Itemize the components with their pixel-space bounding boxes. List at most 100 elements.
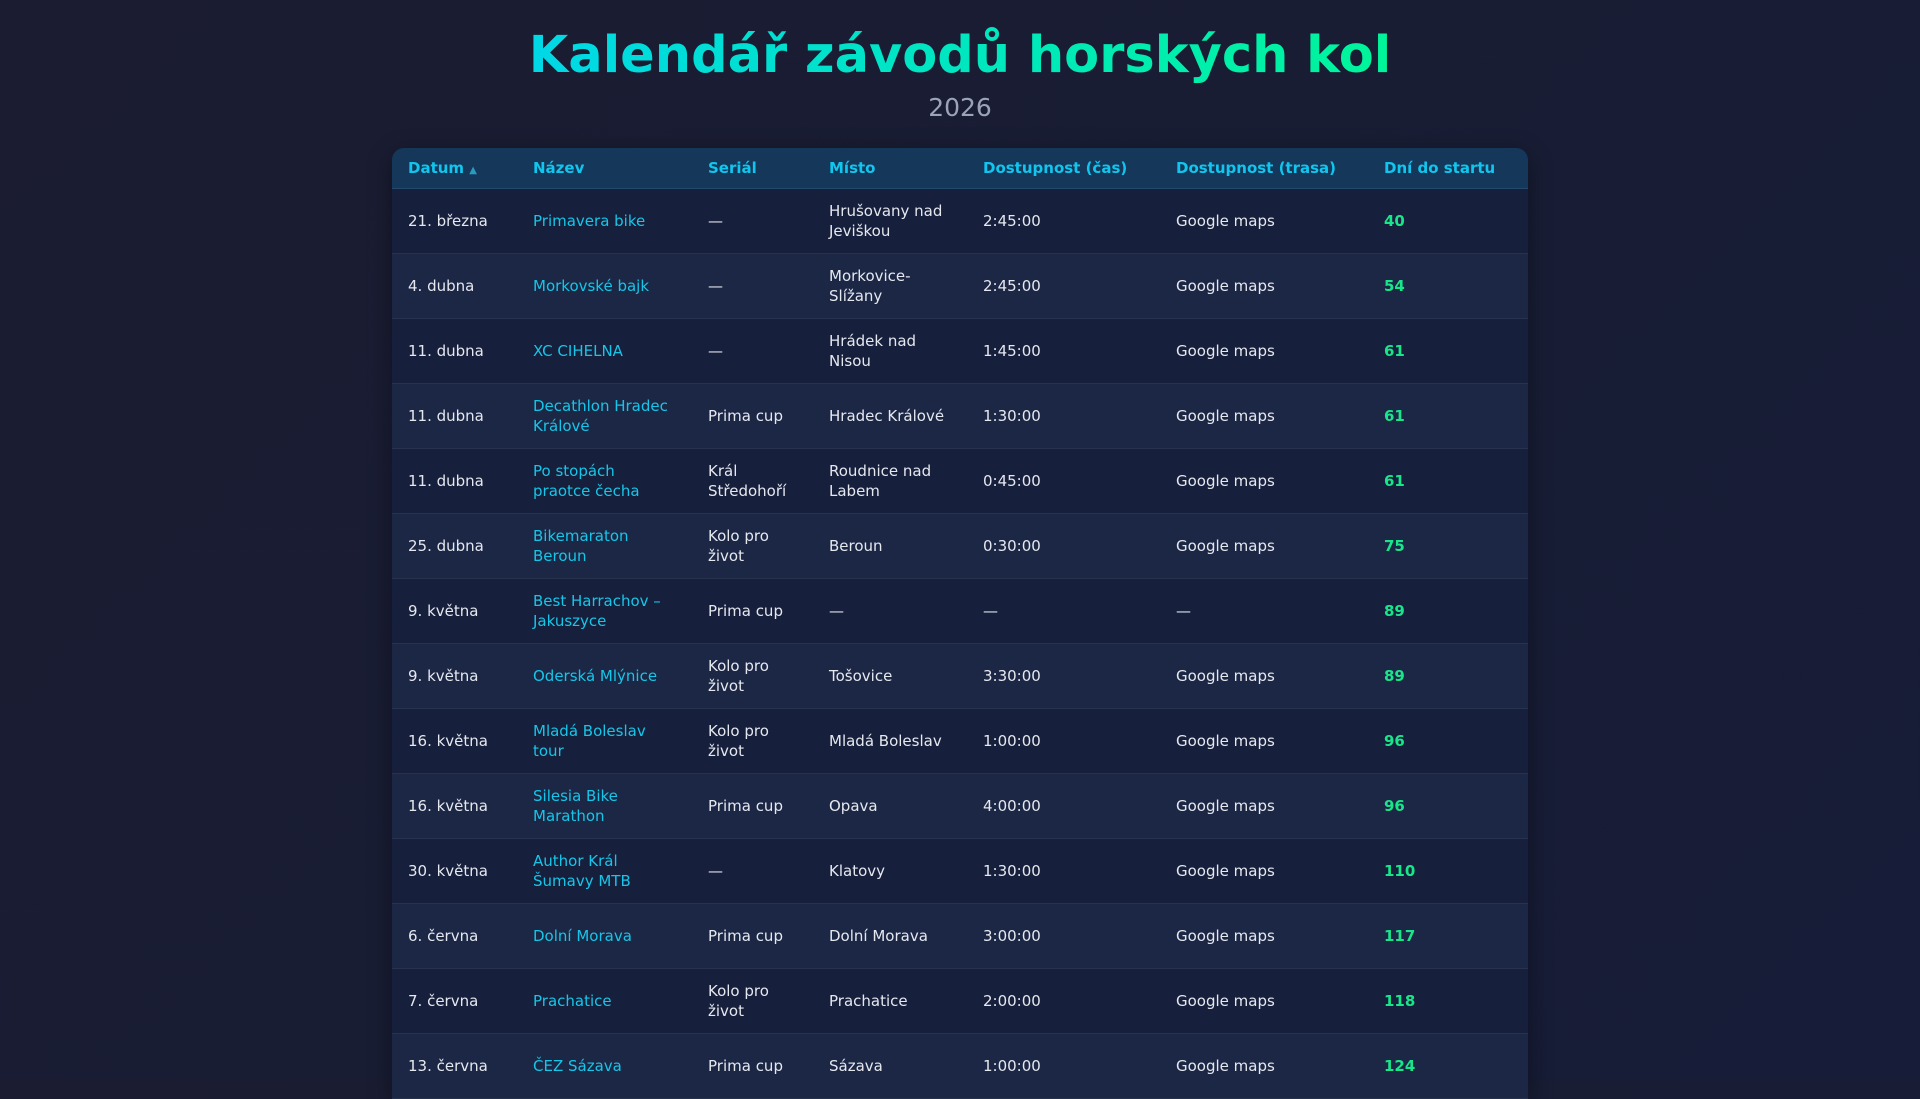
place-cell: Beroun <box>813 513 967 579</box>
date-cell: 9. května <box>392 578 517 644</box>
days-to-start-cell: 117 <box>1368 903 1528 969</box>
race-name-link[interactable]: Dolní Morava <box>517 903 692 969</box>
series-cell: Kolo pro život <box>692 643 813 709</box>
travel-time-cell: 3:30:00 <box>967 643 1160 709</box>
days-to-start-cell: 40 <box>1368 188 1528 254</box>
days-to-start-cell: 61 <box>1368 318 1528 384</box>
column-header-route[interactable]: Dostupnost (trasa) <box>1160 148 1368 189</box>
table-row: 6. června Dolní Morava Prima cup Dolní Mora… <box>392 903 1528 969</box>
series-cell: — <box>692 838 813 904</box>
travel-time-cell: 1:30:00 <box>967 383 1160 449</box>
route-cell[interactable]: Google maps <box>1160 318 1368 384</box>
table-row: 30. května Author Král Šumavy MTB — Klatovy… <box>392 838 1528 904</box>
column-header-days-to-start[interactable]: Dní do startu <box>1368 148 1528 189</box>
date-cell: 11. dubna <box>392 318 517 384</box>
race-name-link[interactable]: Primavera bike <box>517 188 692 254</box>
route-cell[interactable]: Google maps <box>1160 188 1368 254</box>
column-header-date[interactable]: Datum ▲ <box>392 148 517 189</box>
days-to-start-cell: 89 <box>1368 643 1528 709</box>
route-cell[interactable]: Google maps <box>1160 773 1368 839</box>
race-table: Datum ▲ Název Seriál Místo Dostupnost (č… <box>392 148 1528 1099</box>
travel-time-cell: 0:30:00 <box>967 513 1160 579</box>
year-subtitle: 2026 <box>928 93 992 122</box>
place-cell: Hrádek nad Nisou <box>813 318 967 384</box>
race-name-link[interactable]: ČEZ Sázava <box>517 1033 692 1099</box>
days-to-start-cell: 61 <box>1368 448 1528 514</box>
place-cell: Hradec Králové <box>813 383 967 449</box>
travel-time-cell: 1:00:00 <box>967 708 1160 774</box>
date-cell: 11. dubna <box>392 448 517 514</box>
route-cell[interactable]: Google maps <box>1160 838 1368 904</box>
place-cell: Sázava <box>813 1033 967 1099</box>
travel-time-cell: 3:00:00 <box>967 903 1160 969</box>
race-table-container: Datum ▲ Název Seriál Místo Dostupnost (č… <box>392 148 1528 1099</box>
route-cell[interactable]: Google maps <box>1160 708 1368 774</box>
days-to-start-cell: 118 <box>1368 968 1528 1034</box>
series-cell: Prima cup <box>692 1033 813 1099</box>
race-name-link[interactable]: Prachatice <box>517 968 692 1034</box>
race-name-link[interactable]: XC CIHELNA <box>517 318 692 384</box>
date-cell: 7. června <box>392 968 517 1034</box>
table-row: 11. dubna Decathlon Hradec Králové Prima c… <box>392 383 1528 449</box>
date-cell: 11. dubna <box>392 383 517 449</box>
page-title: Kalendář závodů horských kol <box>528 26 1392 85</box>
series-cell: Kolo pro život <box>692 513 813 579</box>
travel-time-cell: 4:00:00 <box>967 773 1160 839</box>
place-cell: Morkovice-Slížany <box>813 253 967 319</box>
column-header-travel-time[interactable]: Dostupnost (čas) <box>967 148 1160 189</box>
column-header-name[interactable]: Název <box>517 148 692 189</box>
date-cell: 4. dubna <box>392 253 517 319</box>
date-cell: 6. června <box>392 903 517 969</box>
series-cell: — <box>692 188 813 254</box>
date-cell: 30. května <box>392 838 517 904</box>
days-to-start-cell: 96 <box>1368 708 1528 774</box>
route-cell[interactable]: Google maps <box>1160 513 1368 579</box>
table-row: 11. dubna Po stopách praotce čecha Král St… <box>392 448 1528 514</box>
column-header-place[interactable]: Místo <box>813 148 967 189</box>
table-row: 16. května Silesia Bike Marathon Prima cup… <box>392 773 1528 839</box>
route-cell[interactable]: Google maps <box>1160 448 1368 514</box>
race-name-link[interactable]: Bikemaraton Beroun <box>517 513 692 579</box>
race-name-link[interactable]: Mladá Boleslav tour <box>517 708 692 774</box>
table-row: 21. března Primavera bike — Hrušovany nad J… <box>392 188 1528 254</box>
series-cell: Kolo pro život <box>692 968 813 1034</box>
place-cell: Opava <box>813 773 967 839</box>
route-cell[interactable]: Google maps <box>1160 903 1368 969</box>
travel-time-cell: 2:45:00 <box>967 188 1160 254</box>
travel-time-cell: 1:45:00 <box>967 318 1160 384</box>
place-cell: Klatovy <box>813 838 967 904</box>
route-cell[interactable]: Google maps <box>1160 383 1368 449</box>
date-cell: 9. května <box>392 643 517 709</box>
table-row: 7. června Prachatice Kolo pro život Prachat… <box>392 968 1528 1034</box>
date-cell: 16. května <box>392 708 517 774</box>
table-row: 9. května Oderská Mlýnice Kolo pro život To… <box>392 643 1528 709</box>
race-name-link[interactable]: Po stopách praotce čecha <box>517 448 692 514</box>
race-name-link[interactable]: Best Harrachov – Jakuszyce <box>517 578 692 644</box>
race-name-link[interactable]: Decathlon Hradec Králové <box>517 383 692 449</box>
race-name-link[interactable]: Silesia Bike Marathon <box>517 773 692 839</box>
column-header-series[interactable]: Seriál <box>692 148 813 189</box>
travel-time-cell: 1:30:00 <box>967 838 1160 904</box>
travel-time-cell: 1:00:00 <box>967 1033 1160 1099</box>
place-cell: Roudnice nad Labem <box>813 448 967 514</box>
route-cell[interactable]: Google maps <box>1160 643 1368 709</box>
route-cell[interactable]: Google maps <box>1160 1033 1368 1099</box>
route-cell: — <box>1160 578 1368 644</box>
route-cell[interactable]: Google maps <box>1160 253 1368 319</box>
date-cell: 21. března <box>392 188 517 254</box>
table-row: 11. dubna XC CIHELNA — Hrádek nad Nisou 1:45… <box>392 318 1528 384</box>
days-to-start-cell: 61 <box>1368 383 1528 449</box>
date-cell: 16. května <box>392 773 517 839</box>
table-row: 4. dubna Morkovské bajk — Morkovice-Slížany… <box>392 253 1528 319</box>
race-name-link[interactable]: Morkovské bajk <box>517 253 692 319</box>
travel-time-cell: 0:45:00 <box>967 448 1160 514</box>
series-cell: — <box>692 253 813 319</box>
table-row: 25. dubna Bikemaraton Beroun Kolo pro živo… <box>392 513 1528 579</box>
table-row: 16. května Mladá Boleslav tour Kolo pro ži… <box>392 708 1528 774</box>
race-name-link[interactable]: Author Král Šumavy MTB <box>517 838 692 904</box>
days-to-start-cell: 54 <box>1368 253 1528 319</box>
place-cell: Hrušovany nad Jeviškou <box>813 188 967 254</box>
race-name-link[interactable]: Oderská Mlýnice <box>517 643 692 709</box>
route-cell[interactable]: Google maps <box>1160 968 1368 1034</box>
sort-up-icon: ▲ <box>469 165 477 176</box>
